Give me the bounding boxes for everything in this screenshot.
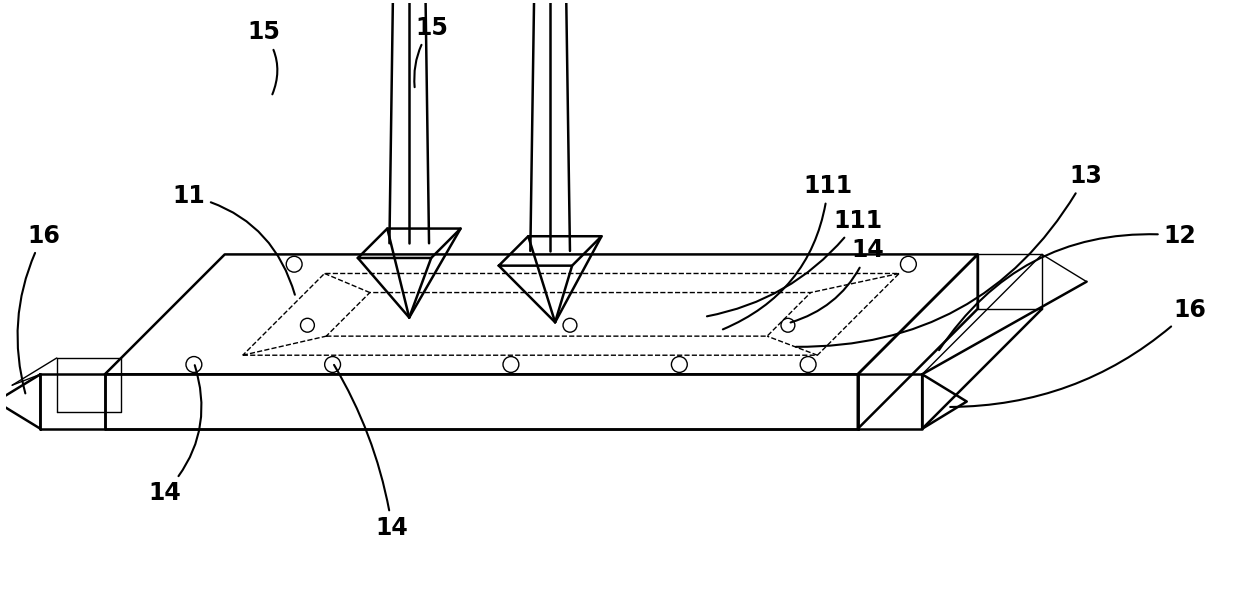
Text: 16: 16 xyxy=(950,298,1206,407)
Text: 12: 12 xyxy=(939,224,1196,350)
Text: 14: 14 xyxy=(147,365,202,505)
Text: 13: 13 xyxy=(795,164,1101,347)
Text: 111: 111 xyxy=(722,174,852,330)
Text: 14: 14 xyxy=(335,365,409,540)
Text: 15: 15 xyxy=(247,20,280,94)
Text: 16: 16 xyxy=(17,224,59,393)
Text: 111: 111 xyxy=(707,209,882,316)
Text: 11: 11 xyxy=(172,184,295,295)
Text: 14: 14 xyxy=(790,238,885,322)
Text: 15: 15 xyxy=(414,16,449,87)
